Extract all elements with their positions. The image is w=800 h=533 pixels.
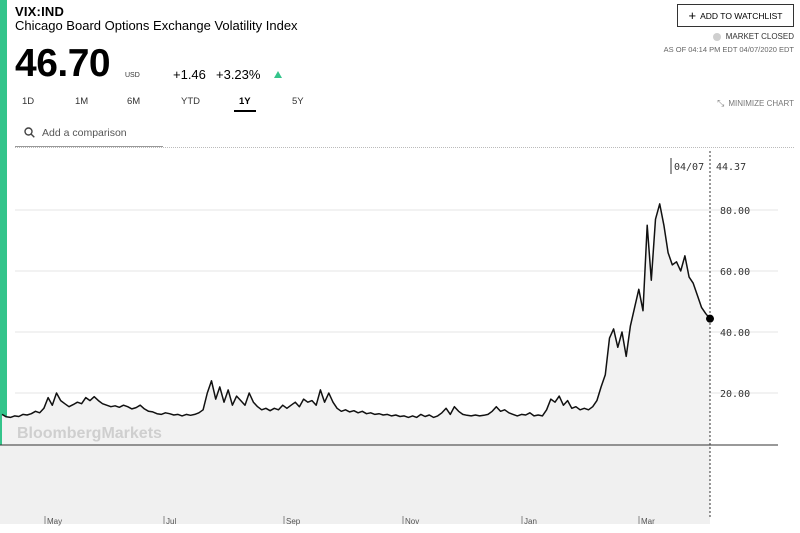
comparison-search[interactable] [15, 119, 163, 147]
currency-label: USD [125, 72, 140, 79]
x-tick-label: Mar [641, 517, 655, 526]
minimize-chart-label: MINIMIZE CHART [728, 99, 794, 108]
add-to-watchlist-button[interactable]: + ADD TO WATCHLIST [677, 4, 794, 27]
series-area [2, 203, 710, 445]
tab-6m[interactable]: 6M [127, 96, 141, 107]
hover-date: 04/07 [674, 162, 704, 173]
market-status-label: MARKET CLOSED [725, 32, 794, 41]
y-tick-label: 20.00 [720, 389, 750, 400]
price-chart[interactable]: BloombergMarkets 04/07 44.37 20.00 40.00 6… [0, 148, 800, 533]
ticker-symbol: VIX:IND [15, 4, 65, 19]
tab-5y[interactable]: 5Y [292, 96, 304, 107]
hover-value: 44.37 [716, 162, 746, 173]
add-to-watchlist-label: ADD TO WATCHLIST [700, 10, 783, 21]
minimize-chart-button[interactable]: ⤡ MINIMIZE CHART [717, 98, 794, 109]
y-tick-label: 40.00 [720, 328, 750, 339]
price-change: +1.46 [173, 67, 206, 82]
x-tick-label: Jan [524, 517, 537, 526]
accent-bar [0, 0, 7, 522]
bloomberg-watermark: BloombergMarkets [17, 425, 162, 442]
market-status-dot-icon [712, 32, 721, 41]
plus-icon: + [688, 8, 697, 23]
comparison-input[interactable] [42, 126, 152, 139]
y-tick-label: 80.00 [720, 206, 750, 217]
tab-1d[interactable]: 1D [22, 96, 35, 107]
up-arrow-icon [274, 71, 282, 78]
market-status: MARKET CLOSED [712, 32, 794, 41]
tab-ytd[interactable]: YTD [181, 96, 200, 107]
x-tick-label: May [47, 517, 62, 526]
x-tick-label: Nov [405, 517, 419, 526]
price-change-percent: +3.23% [216, 67, 261, 82]
tab-1y[interactable]: 1Y [234, 96, 256, 112]
minimize-icon: ⤡ [717, 98, 725, 108]
volume-area [0, 445, 710, 524]
series-line [1, 203, 711, 419]
hover-readout: 04/07 44.37 [670, 158, 746, 174]
header-divider [15, 147, 794, 148]
tab-1m[interactable]: 1M [75, 96, 89, 107]
search-icon [24, 127, 35, 138]
y-tick-label: 60.00 [720, 267, 750, 278]
last-value-marker [706, 314, 714, 323]
y-axis: 20.00 40.00 60.00 80.00 [720, 206, 750, 400]
as-of-timestamp: AS OF 04:14 PM EDT 04/07/2020 EDT [663, 45, 794, 54]
x-axis: May Jul Sep Nov Jan Mar [44, 516, 655, 526]
x-tick-label: Sep [286, 517, 301, 526]
last-price: 46.70 [15, 42, 111, 85]
security-name: Chicago Board Options Exchange Volatilit… [15, 18, 298, 33]
x-tick-label: Jul [166, 517, 176, 526]
